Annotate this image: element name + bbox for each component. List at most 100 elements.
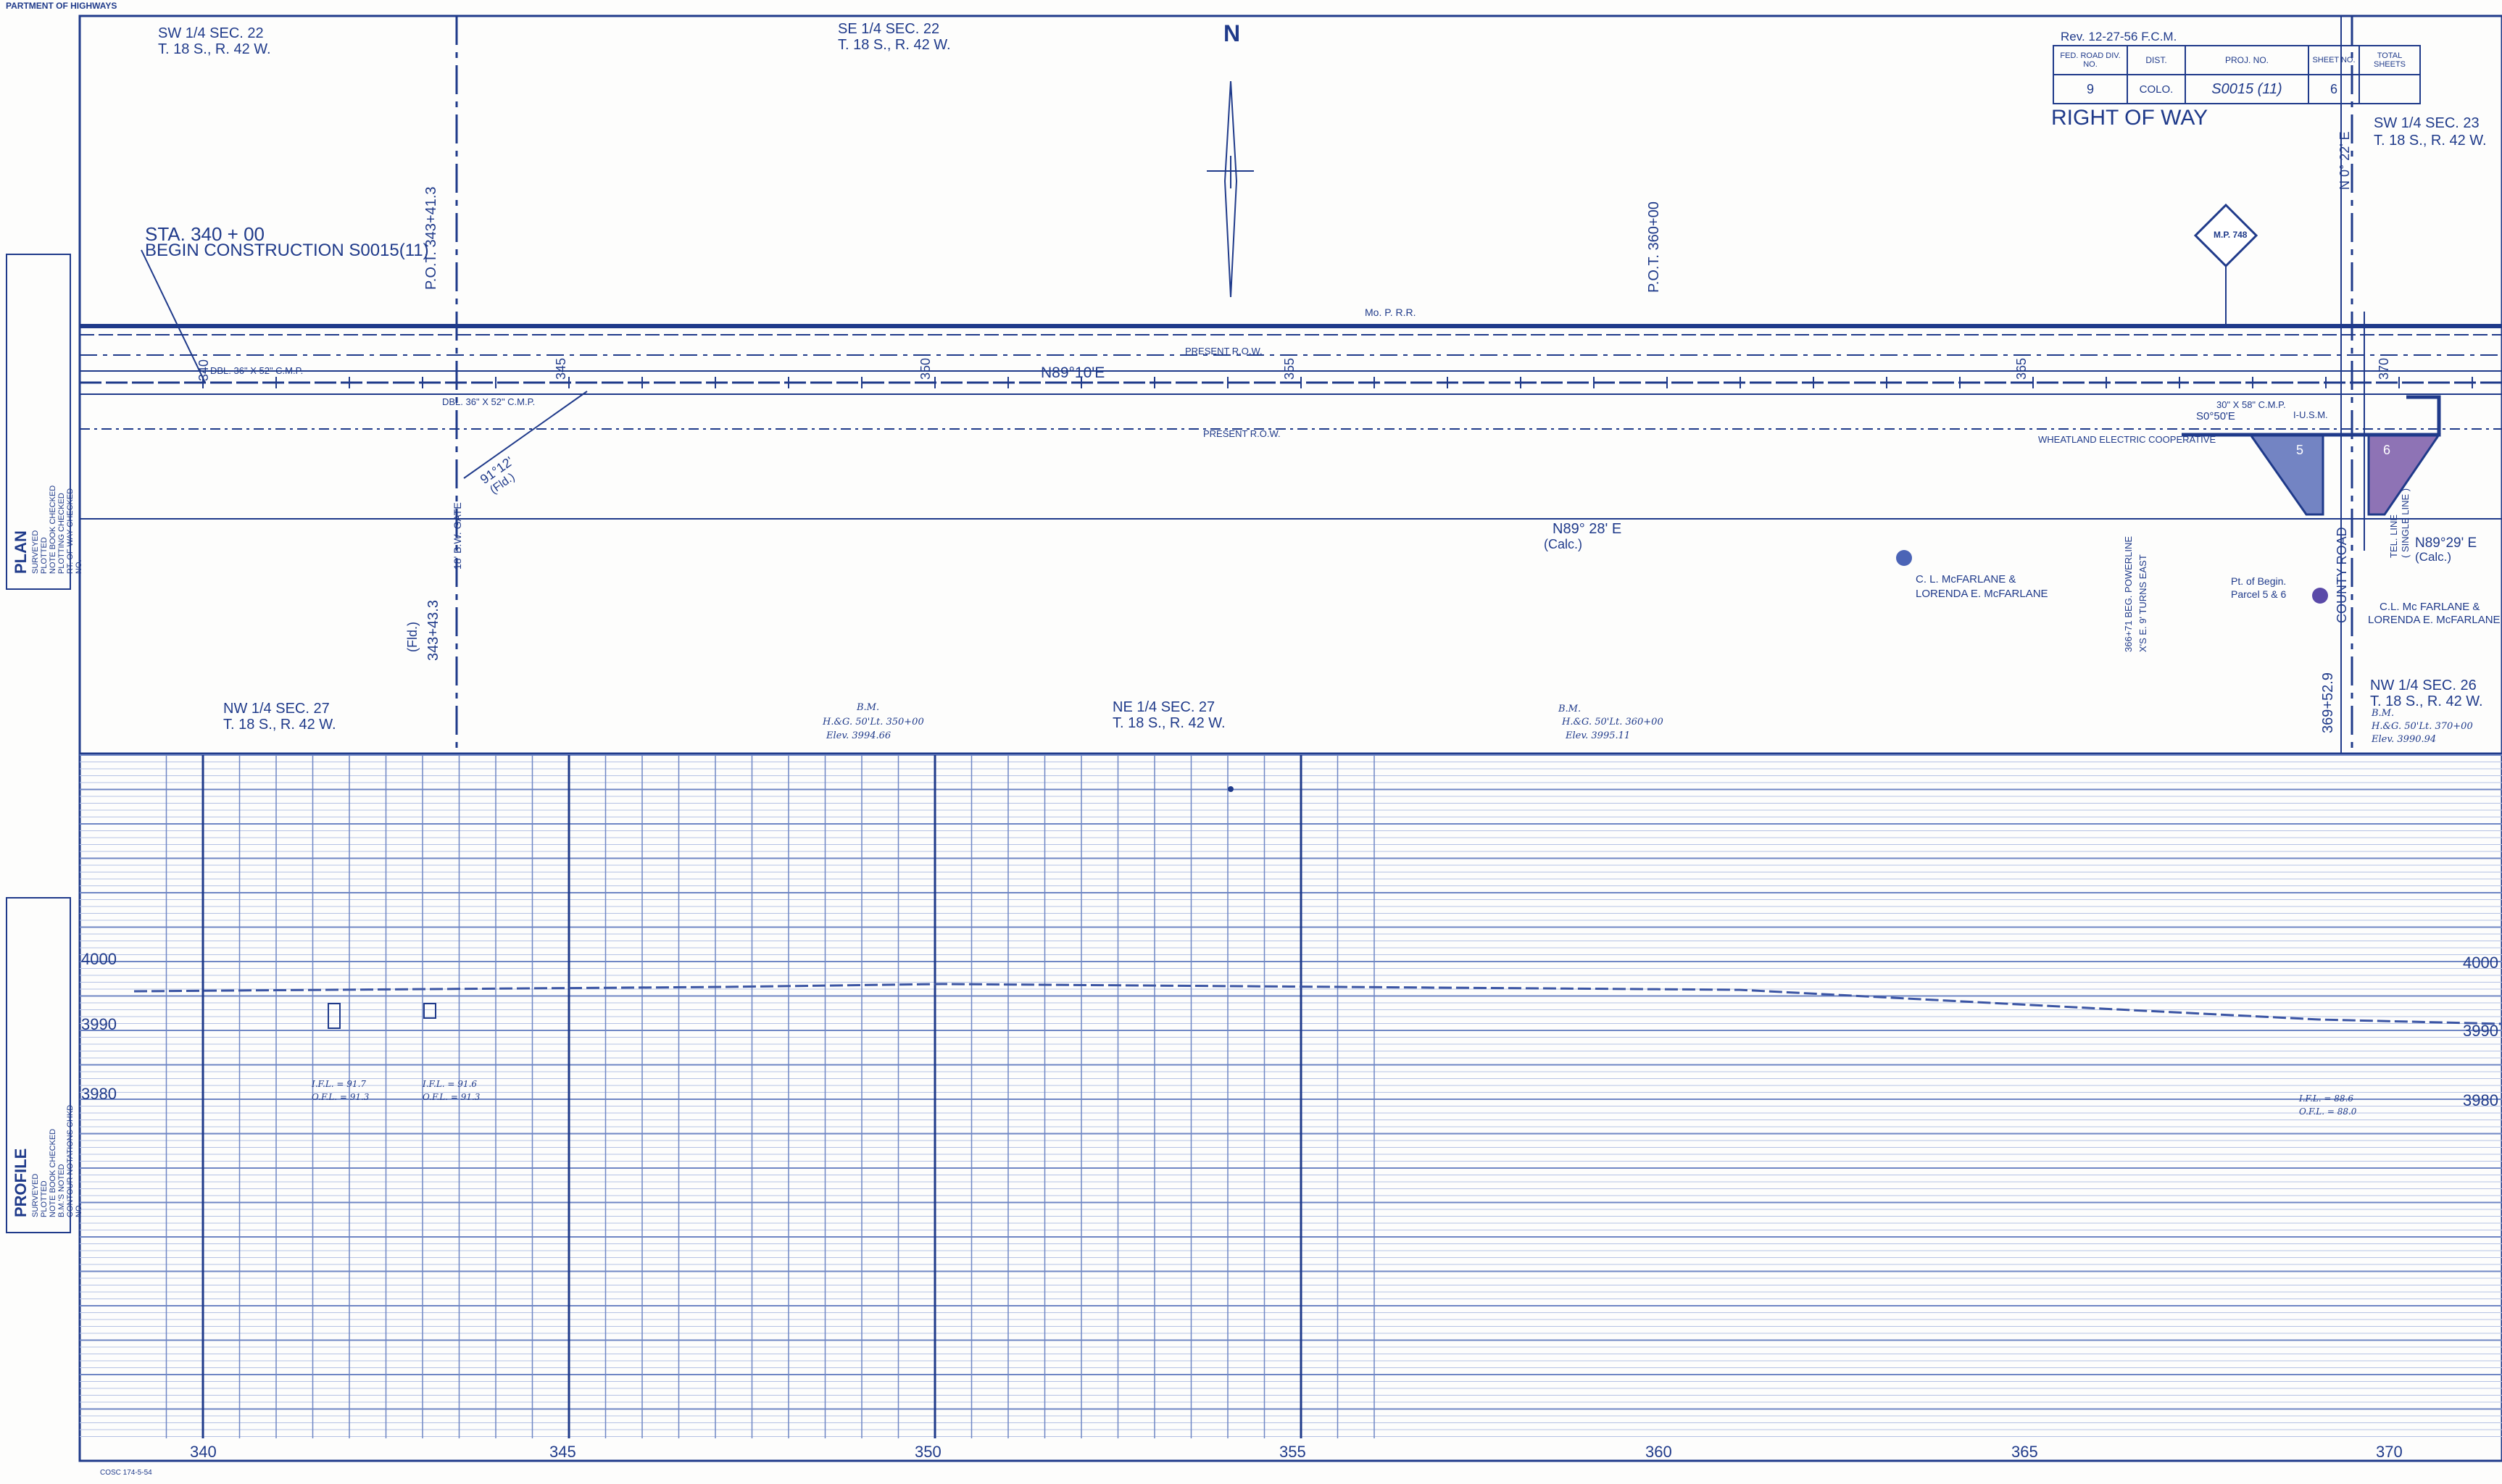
north-arrow-icon: [1207, 80, 1254, 298]
elev-right-3990: 3990: [2463, 1022, 2498, 1040]
flowline-1a: I.F.L. = 91.7: [312, 1079, 367, 1089]
plan-strip-item: SURVEYED: [31, 530, 40, 574]
sec-nw26: NW 1/4 SEC. 26: [2370, 678, 2477, 693]
sec-nw26-tr: T. 18 S., R. 42 W.: [2370, 693, 2483, 709]
calc-label: (Calc.): [1544, 537, 1582, 551]
begin-leader: [141, 249, 206, 383]
bm3-title: B.M.: [2372, 708, 2395, 719]
owner-marker-2: [2312, 588, 2328, 604]
sec-nw27-tr: T. 18 S., R. 42 W.: [223, 717, 336, 733]
sec-sw22-tr: T. 18 S., R. 42 W.: [158, 41, 271, 57]
sec-se22: SE 1/4 SEC. 22: [838, 21, 940, 37]
sheet-border: [78, 14, 2502, 1462]
elev-left-3990: 3990: [81, 1015, 117, 1033]
powerline-label: 366+71 BEG. POWERLINE: [2123, 535, 2134, 652]
begin-construction: BEGIN CONSTRUCTION S0015(11): [145, 241, 429, 260]
revision-note: Rev. 12-27-56 F.C.M.: [2061, 30, 2177, 43]
north-label: N: [1223, 20, 1241, 46]
bearing-calc-right: N89°29' E: [2415, 535, 2477, 551]
bm2-location: H.&G. 50'Lt. 360+00: [1562, 717, 1663, 728]
tb-val-sheet: 6: [2308, 74, 2360, 104]
fld-lower: (Fld.): [405, 622, 420, 652]
plan-sta-365: 365: [2014, 357, 2029, 380]
plan-strip-item: PLOTTING CHECKED: [57, 493, 66, 574]
profile-strip-item: PLOTTED: [40, 1180, 49, 1217]
plan-sta-355: 355: [1282, 357, 1297, 380]
form-number: COSC 174-5-54: [100, 1469, 152, 1477]
tb-head-fed-road: FED. ROAD DIV. NO.: [2053, 45, 2128, 75]
bm3-location: H.&G. 50'Lt. 370+00: [2372, 721, 2473, 732]
tb-val-fed-road: 9: [2053, 74, 2128, 104]
begin-station: STA. 340 + 00: [145, 223, 265, 245]
flowline-2a: I.F.L. = 91.6: [423, 1079, 478, 1089]
profile-grade-line: [133, 983, 2502, 1025]
culvert-box-1: [328, 1003, 341, 1029]
flowline-3a: I.F.L. = 88.6: [2299, 1093, 2354, 1104]
sec-ne27: NE 1/4 SEC. 27: [1113, 699, 1215, 715]
tb-head-total: TOTAL SHEETS: [2358, 45, 2421, 75]
plan-sta-370: 370: [2377, 357, 2391, 380]
point-of-begin: Pt. of Begin.: [2231, 575, 2287, 587]
profile-sta-345: 345: [549, 1443, 576, 1461]
profile-strip-label: PROFILE: [12, 1148, 30, 1217]
culvert-label-2: DBL. 36" X 52" C.M.P.: [442, 396, 536, 407]
agency-label: PARTMENT OF HIGHWAYS: [6, 1, 117, 11]
profile-sta-370: 370: [2376, 1443, 2403, 1461]
wheatland-label: WHEATLAND ELECTRIC COOPERATIVE: [2038, 434, 2216, 445]
parcel-5-number: 5: [2296, 443, 2304, 457]
plan-strip-item: RT. OF WAY CHECKED: [66, 488, 75, 574]
tb-val-total: [2358, 74, 2421, 104]
flowline-3b: O.F.L. = 88.0: [2299, 1106, 2357, 1117]
mp-sign-text: M.P. 748: [2214, 230, 2248, 240]
plan-strip: PLAN SURVEYED PLOTTED NOTE BOOK CHECKED …: [6, 254, 83, 590]
profile-sta-365: 365: [2011, 1443, 2038, 1461]
profile-sta-355: 355: [1279, 1443, 1306, 1461]
sec-sw22: SW 1/4 SEC. 22: [158, 25, 264, 41]
present-row-top: PRESENT R.O.W.: [1185, 346, 1263, 357]
title-block: FED. ROAD DIV. NO. DIST. PROJ. NO. SHEET…: [2053, 45, 2421, 104]
plan-strip-item: NO.: [75, 559, 83, 574]
new-row-line: [2182, 395, 2441, 437]
angle-leader: [463, 391, 588, 479]
owner-2: C.L. Mc FARLANE &: [2380, 601, 2480, 613]
calc-label-right: (Calc.): [2415, 550, 2452, 564]
elev-left-4000: 4000: [81, 950, 117, 968]
profile-sta-350: 350: [915, 1443, 942, 1461]
railroad-label: Mo. P. R.R.: [1365, 307, 1416, 318]
profile-strip-item: NO.: [75, 1203, 83, 1217]
profile-grid-major: [80, 754, 2502, 1438]
tb-head-proj: PROJ. NO.: [2185, 45, 2309, 75]
owner-1: C. L. McFARLANE &: [1916, 573, 2016, 585]
tb-val-dist: COLO.: [2127, 74, 2186, 104]
tb-val-proj: S0015 (11): [2185, 74, 2309, 104]
station-ticks: [202, 377, 2473, 388]
elev-left-3980: 3980: [81, 1085, 117, 1103]
usm-label: I-U.S.M.: [2293, 409, 2328, 420]
powerline-label-2: X'S E. 9' TURNS EAST: [2137, 554, 2148, 652]
elev-right-4000: 4000: [2463, 954, 2498, 972]
bm1-title: B.M.: [857, 702, 880, 713]
profile-strip-item: B.M.'S NOTED: [57, 1164, 66, 1217]
profile-strip-item: CONTOUR NOTATIONS CHKD: [66, 1104, 75, 1217]
plan-sta-345: 345: [554, 357, 568, 380]
sta-343-lower: 343+43.3: [425, 600, 441, 661]
tel-line-label: TEL. LINE: [2388, 514, 2399, 558]
elev-right-3980: 3980: [2463, 1091, 2498, 1109]
plan-strip-label: PLAN: [12, 530, 30, 574]
culvert-label-1: DBL. 36" X 52" C.M.P.: [210, 365, 304, 376]
bm1-location: H.&G. 50'Lt. 350+00: [823, 717, 924, 728]
sec-nw27: NW 1/4 SEC. 27: [223, 701, 330, 717]
diamond-sign-icon: [2193, 203, 2258, 326]
pot-360: P.O.T. 360+00: [1646, 201, 1662, 293]
bm1-elev: Elev. 3994.66: [826, 730, 892, 741]
pot-343: P.O.T. 343+41.3: [423, 186, 439, 290]
sec-se22-tr: T. 18 S., R. 42 W.: [838, 37, 951, 53]
profile-sta-340: 340: [190, 1443, 217, 1461]
single-line-label: ( SINGLE LINE ): [2400, 488, 2411, 558]
county-road-label: COUNTY ROAD: [2335, 527, 2349, 623]
profile-strip: PROFILE SURVEYED PLOTTED NOTE BOOK CHECK…: [6, 897, 83, 1233]
flowline-2b: O.F.L. = 91.3: [423, 1092, 481, 1102]
sec-sw23: SW 1/4 SEC. 23: [2374, 115, 2480, 131]
culvert-box-2: [423, 1003, 436, 1019]
